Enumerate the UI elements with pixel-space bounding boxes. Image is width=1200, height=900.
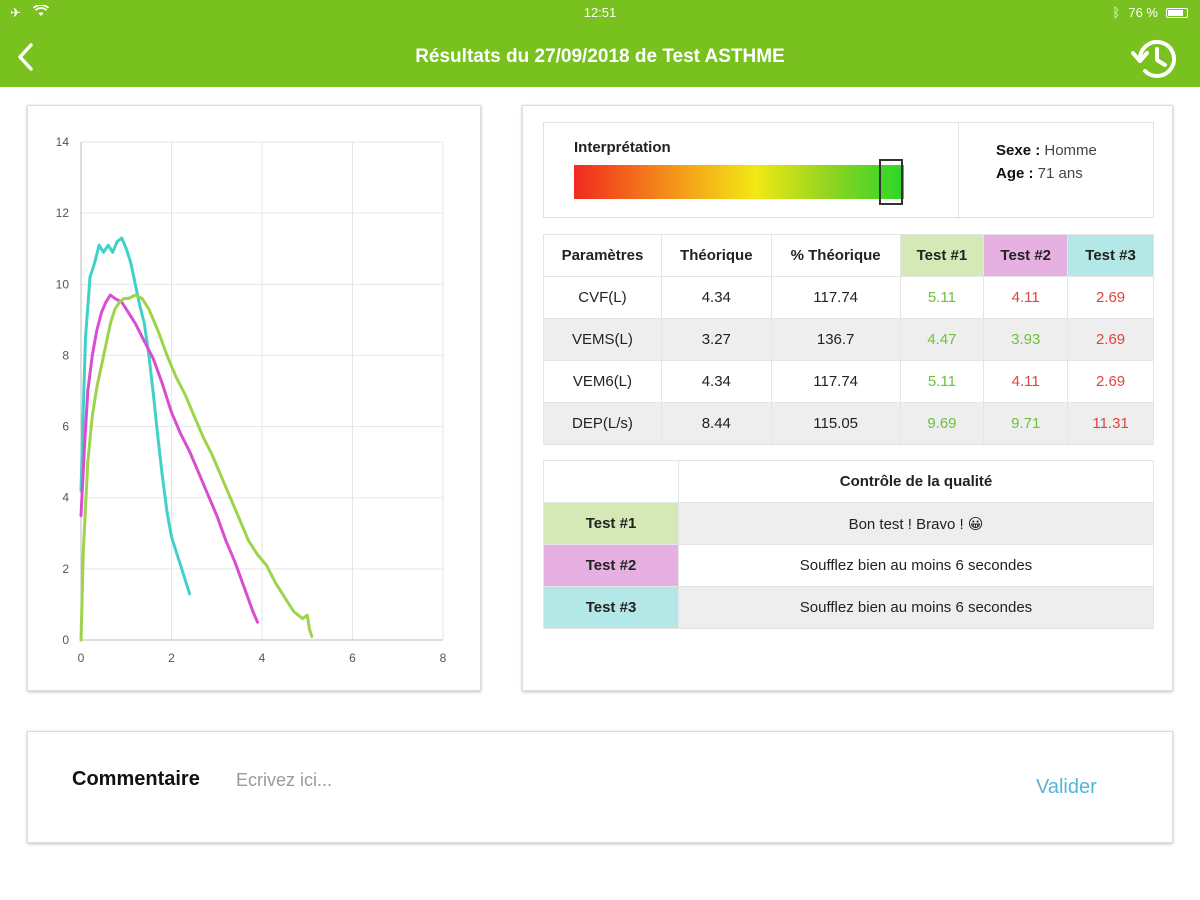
quality-message: Soufflez bien au moins 6 secondes xyxy=(678,544,1154,587)
param-test-3: 11.31 xyxy=(1067,402,1154,445)
series-line-test-2 xyxy=(79,293,259,624)
table-row: VEMS(L) 3.27 136.7 4.47 3.93 2.69 xyxy=(543,318,1154,361)
param-name: VEMS(L) xyxy=(543,318,662,361)
param-test-2: 9.71 xyxy=(983,402,1069,445)
param-test-1: 5.11 xyxy=(899,276,985,319)
quality-header-empty xyxy=(543,460,679,503)
status-time: 12:51 xyxy=(583,5,617,20)
age-value: 71 ans xyxy=(1037,165,1083,182)
history-icon xyxy=(1131,39,1176,78)
param-test-3: 2.69 xyxy=(1067,318,1154,361)
param-test-2: 4.11 xyxy=(983,276,1069,319)
quality-header-row: Contrôle de la qualité xyxy=(543,460,1154,503)
x-tick-label: 2 xyxy=(168,651,175,665)
wifi-icon xyxy=(32,4,50,21)
table-row: Test #2 Soufflez bien au moins 6 seconde… xyxy=(543,544,1154,587)
flow-volume-chart: 0 2 4 6 8 0 2 4 6 8 10 12 14 xyxy=(56,135,447,665)
back-button[interactable] xyxy=(12,40,42,74)
chevron-left-icon xyxy=(18,43,33,71)
x-tick-label: 6 xyxy=(349,651,356,665)
spirometry-chart-card: 0 2 4 6 8 0 2 4 6 8 10 12 14 xyxy=(27,105,481,691)
y-tick-label: 14 xyxy=(56,135,70,149)
param-theoretical: 4.34 xyxy=(660,360,772,403)
quality-message: Bon test ! Bravo ! 😀 xyxy=(678,502,1154,545)
comment-label: Commentaire xyxy=(72,768,200,790)
parameters-table: Paramètres Théorique % Théorique Test #1… xyxy=(543,234,1154,445)
quality-message: Soufflez bien au moins 6 secondes xyxy=(678,586,1154,629)
table-row: CVF(L) 4.34 117.74 5.11 4.11 2.69 xyxy=(543,276,1154,319)
param-percent: 136.7 xyxy=(770,318,901,361)
param-theoretical: 3.27 xyxy=(660,318,772,361)
history-button[interactable] xyxy=(1130,35,1180,83)
header-theorique: Théorique xyxy=(660,234,772,277)
bluetooth-icon: ᛒ xyxy=(1112,5,1121,20)
y-tick-label: 4 xyxy=(62,491,69,505)
series-line-test-3 xyxy=(79,293,314,642)
header-test-3: Test #3 xyxy=(1067,234,1154,277)
quality-control-table: Contrôle de la qualité Test #1 Bon test … xyxy=(543,460,1154,629)
interpretation-panel: Interprétation Sexe : Homme Age : 71 ans xyxy=(543,122,1154,219)
param-percent: 117.74 xyxy=(770,360,901,403)
divider xyxy=(958,123,959,219)
y-tick-label: 10 xyxy=(56,277,70,291)
param-test-1: 5.11 xyxy=(899,360,985,403)
param-test-3: 2.69 xyxy=(1067,276,1154,319)
y-tick-label: 2 xyxy=(62,562,69,576)
table-row: Test #3 Soufflez bien au moins 6 seconde… xyxy=(543,586,1154,629)
table-row: Test #1 Bon test ! Bravo ! 😀 xyxy=(543,502,1154,545)
patient-sex-row: Sexe : Homme xyxy=(996,139,1097,162)
param-percent: 115.05 xyxy=(770,402,901,445)
series-line-test-1 xyxy=(79,236,192,596)
sex-label: Sexe : xyxy=(996,142,1041,159)
y-tick-label: 6 xyxy=(62,420,69,434)
comment-input[interactable] xyxy=(236,764,956,796)
interpretation-label: Interprétation xyxy=(574,139,671,156)
param-name: VEM6(L) xyxy=(543,360,662,403)
y-tick-label: 12 xyxy=(56,206,70,220)
parameters-header-row: Paramètres Théorique % Théorique Test #1… xyxy=(543,234,1154,277)
param-test-3: 2.69 xyxy=(1067,360,1154,403)
y-tick-label: 8 xyxy=(62,348,69,362)
param-test-2: 3.93 xyxy=(983,318,1069,361)
param-test-1: 9.69 xyxy=(899,402,985,445)
sex-value: Homme xyxy=(1044,142,1097,159)
param-theoretical: 8.44 xyxy=(660,402,772,445)
battery-icon xyxy=(1166,7,1188,18)
x-tick-label: 8 xyxy=(440,651,447,665)
param-name: DEP(L/s) xyxy=(543,402,662,445)
airplane-icon: ✈ xyxy=(10,5,21,20)
x-tick-label: 4 xyxy=(259,651,266,665)
battery-level: 76 % xyxy=(1128,5,1158,20)
quality-test-label: Test #1 xyxy=(543,502,679,545)
param-theoretical: 4.34 xyxy=(660,276,772,319)
y-tick-label: 0 xyxy=(62,633,69,647)
app-bar: ✈ 12:51 ᛒ 76 % Résultats du 27/09/2018 d… xyxy=(0,0,1200,87)
status-left: ✈ xyxy=(10,4,50,21)
param-test-1: 4.47 xyxy=(899,318,985,361)
table-row: VEM6(L) 4.34 117.74 5.11 4.11 2.69 xyxy=(543,360,1154,403)
patient-age-row: Age : 71 ans xyxy=(996,162,1097,185)
patient-info: Sexe : Homme Age : 71 ans xyxy=(996,139,1097,185)
status-bar: ✈ 12:51 ᛒ 76 % xyxy=(0,0,1200,26)
header-percent-theorique: % Théorique xyxy=(770,234,901,277)
table-row: DEP(L/s) 8.44 115.05 9.69 9.71 11.31 xyxy=(543,402,1154,445)
results-card: Interprétation Sexe : Homme Age : 71 ans… xyxy=(522,105,1173,691)
interpretation-gauge-marker xyxy=(878,159,903,205)
interpretation-gauge xyxy=(574,165,904,199)
quality-header: Contrôle de la qualité xyxy=(678,460,1154,503)
quality-test-label: Test #2 xyxy=(543,544,679,587)
x-tick-label: 0 xyxy=(78,651,85,665)
param-name: CVF(L) xyxy=(543,276,662,319)
header-parametres: Paramètres xyxy=(543,234,662,277)
quality-test-label: Test #3 xyxy=(543,586,679,629)
validate-button[interactable]: Valider xyxy=(1036,776,1097,798)
page-title: Résultats du 27/09/2018 de Test ASTHME xyxy=(415,46,785,67)
status-right: ᛒ 76 % xyxy=(1113,5,1188,20)
param-test-2: 4.11 xyxy=(983,360,1069,403)
header-test-1: Test #1 xyxy=(899,234,985,277)
age-label: Age : xyxy=(996,165,1034,182)
param-percent: 117.74 xyxy=(770,276,901,319)
comment-card: Commentaire Valider xyxy=(27,731,1173,843)
header-test-2: Test #2 xyxy=(983,234,1069,277)
